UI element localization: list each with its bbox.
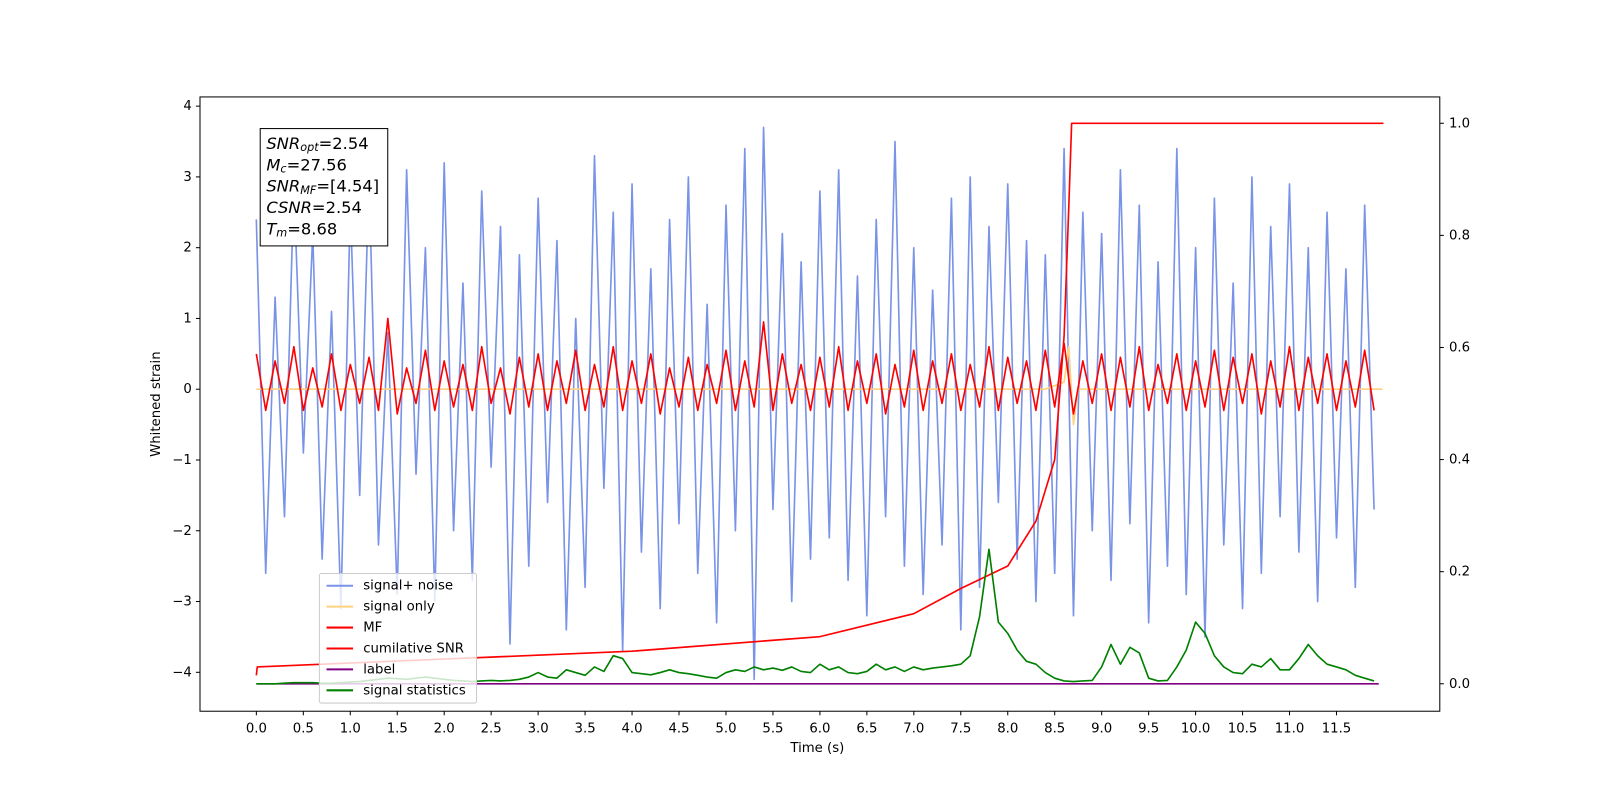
stats-name: M [266, 155, 280, 174]
stats-line: Mc=27.56 [266, 155, 347, 176]
series-line [255, 126, 1375, 681]
x-tick-label: 5.0 [715, 722, 736, 737]
x-tick-label: 1.0 [340, 722, 361, 737]
y-tick-label: 1 [183, 311, 191, 326]
x-tick-label: 9.5 [1138, 722, 1159, 737]
stats-subscript: MF [300, 184, 317, 197]
y-tick-label: −2 [172, 524, 192, 539]
stats-subscript: m [276, 227, 287, 240]
stats-subscript: opt [300, 141, 319, 154]
y-tick-label: −4 [172, 665, 192, 680]
stats-box-frame [259, 128, 389, 247]
stats-value: =2.54 [312, 198, 362, 217]
stats-value: =[4.54] [316, 176, 379, 195]
stats-line: SNRMF=[4.54] [266, 176, 379, 197]
legend-label: signal+ noise [363, 579, 453, 594]
y-tick-label: −1 [172, 453, 192, 468]
y2-tick-label: 0.0 [1449, 677, 1470, 692]
legend-label: signal statistics [363, 683, 466, 698]
x-tick-label: 5.5 [762, 722, 783, 737]
x-tick-label: 11.5 [1322, 722, 1352, 737]
y-tick-label: 0 [183, 382, 191, 397]
y-tick-label: 3 [183, 170, 191, 185]
stats-line: SNRopt=2.54 [266, 133, 368, 154]
x-tick-label: 8.5 [1044, 722, 1065, 737]
stats-value: =8.68 [287, 219, 337, 238]
y-tick-label: 4 [183, 99, 191, 114]
x-tick-label: 3.0 [528, 722, 549, 737]
stats-line: Tm=8.68 [266, 219, 337, 240]
x-tick-label: 7.0 [903, 722, 924, 737]
y2-tick-label: 0.6 [1449, 340, 1470, 355]
legend-label: signal only [363, 600, 435, 615]
stats-line: CSNR=2.54 [266, 198, 362, 217]
x-tick-label: 2.5 [481, 722, 502, 737]
x-axis-label: Time (s) [789, 741, 844, 756]
x-tick-label: 3.5 [575, 722, 596, 737]
x-tick-label: 8.0 [997, 722, 1018, 737]
y2-tick-label: 0.4 [1449, 453, 1470, 468]
y-tick-label: 2 [183, 241, 191, 256]
legend-label: label [363, 662, 395, 677]
x-tick-label: 6.5 [856, 722, 877, 737]
x-tick-label: 4.5 [668, 722, 689, 737]
legend-frame [318, 572, 478, 704]
x-tick-label: 0.0 [246, 722, 267, 737]
stats-box: SNRopt=2.54Mc=27.56SNRMF=[4.54]CSNR=2.54… [259, 128, 389, 247]
y-tick-label: −3 [172, 595, 192, 610]
x-tick-label: 9.0 [1091, 722, 1112, 737]
legend-label: MF [363, 621, 382, 636]
stats-name: SNR [266, 133, 300, 152]
plot-frame [199, 96, 1441, 712]
stats-name: T [266, 219, 278, 238]
x-tick-label: 11.0 [1275, 722, 1305, 737]
series-line [255, 317, 1375, 415]
x-tick-label: 7.5 [950, 722, 971, 737]
stats-name: CSNR [266, 198, 312, 217]
y2-tick-label: 1.0 [1449, 116, 1470, 131]
legend: signal+ noise signal only MF cumilative SNR… [318, 572, 478, 704]
stats-value: =27.56 [287, 155, 347, 174]
x-tick-label: 10.0 [1181, 722, 1211, 737]
y2-tick-label: 0.8 [1449, 228, 1470, 243]
x-tick-label: 2.0 [434, 722, 455, 737]
legend-label: cumilative SNR [363, 641, 464, 656]
x-tick-label: 10.5 [1228, 722, 1258, 737]
x-tick-label: 4.0 [622, 722, 643, 737]
y-axis-label: Whitened strain [149, 351, 164, 456]
stats-name: SNR [266, 176, 300, 195]
y2-tick-label: 0.2 [1449, 565, 1470, 580]
x-tick-label: 0.5 [293, 722, 314, 737]
stats-value: =2.54 [319, 133, 369, 152]
x-tick-label: 1.5 [387, 722, 408, 737]
stats-subscript: c [280, 162, 287, 175]
x-tick-label: 6.0 [809, 722, 830, 737]
